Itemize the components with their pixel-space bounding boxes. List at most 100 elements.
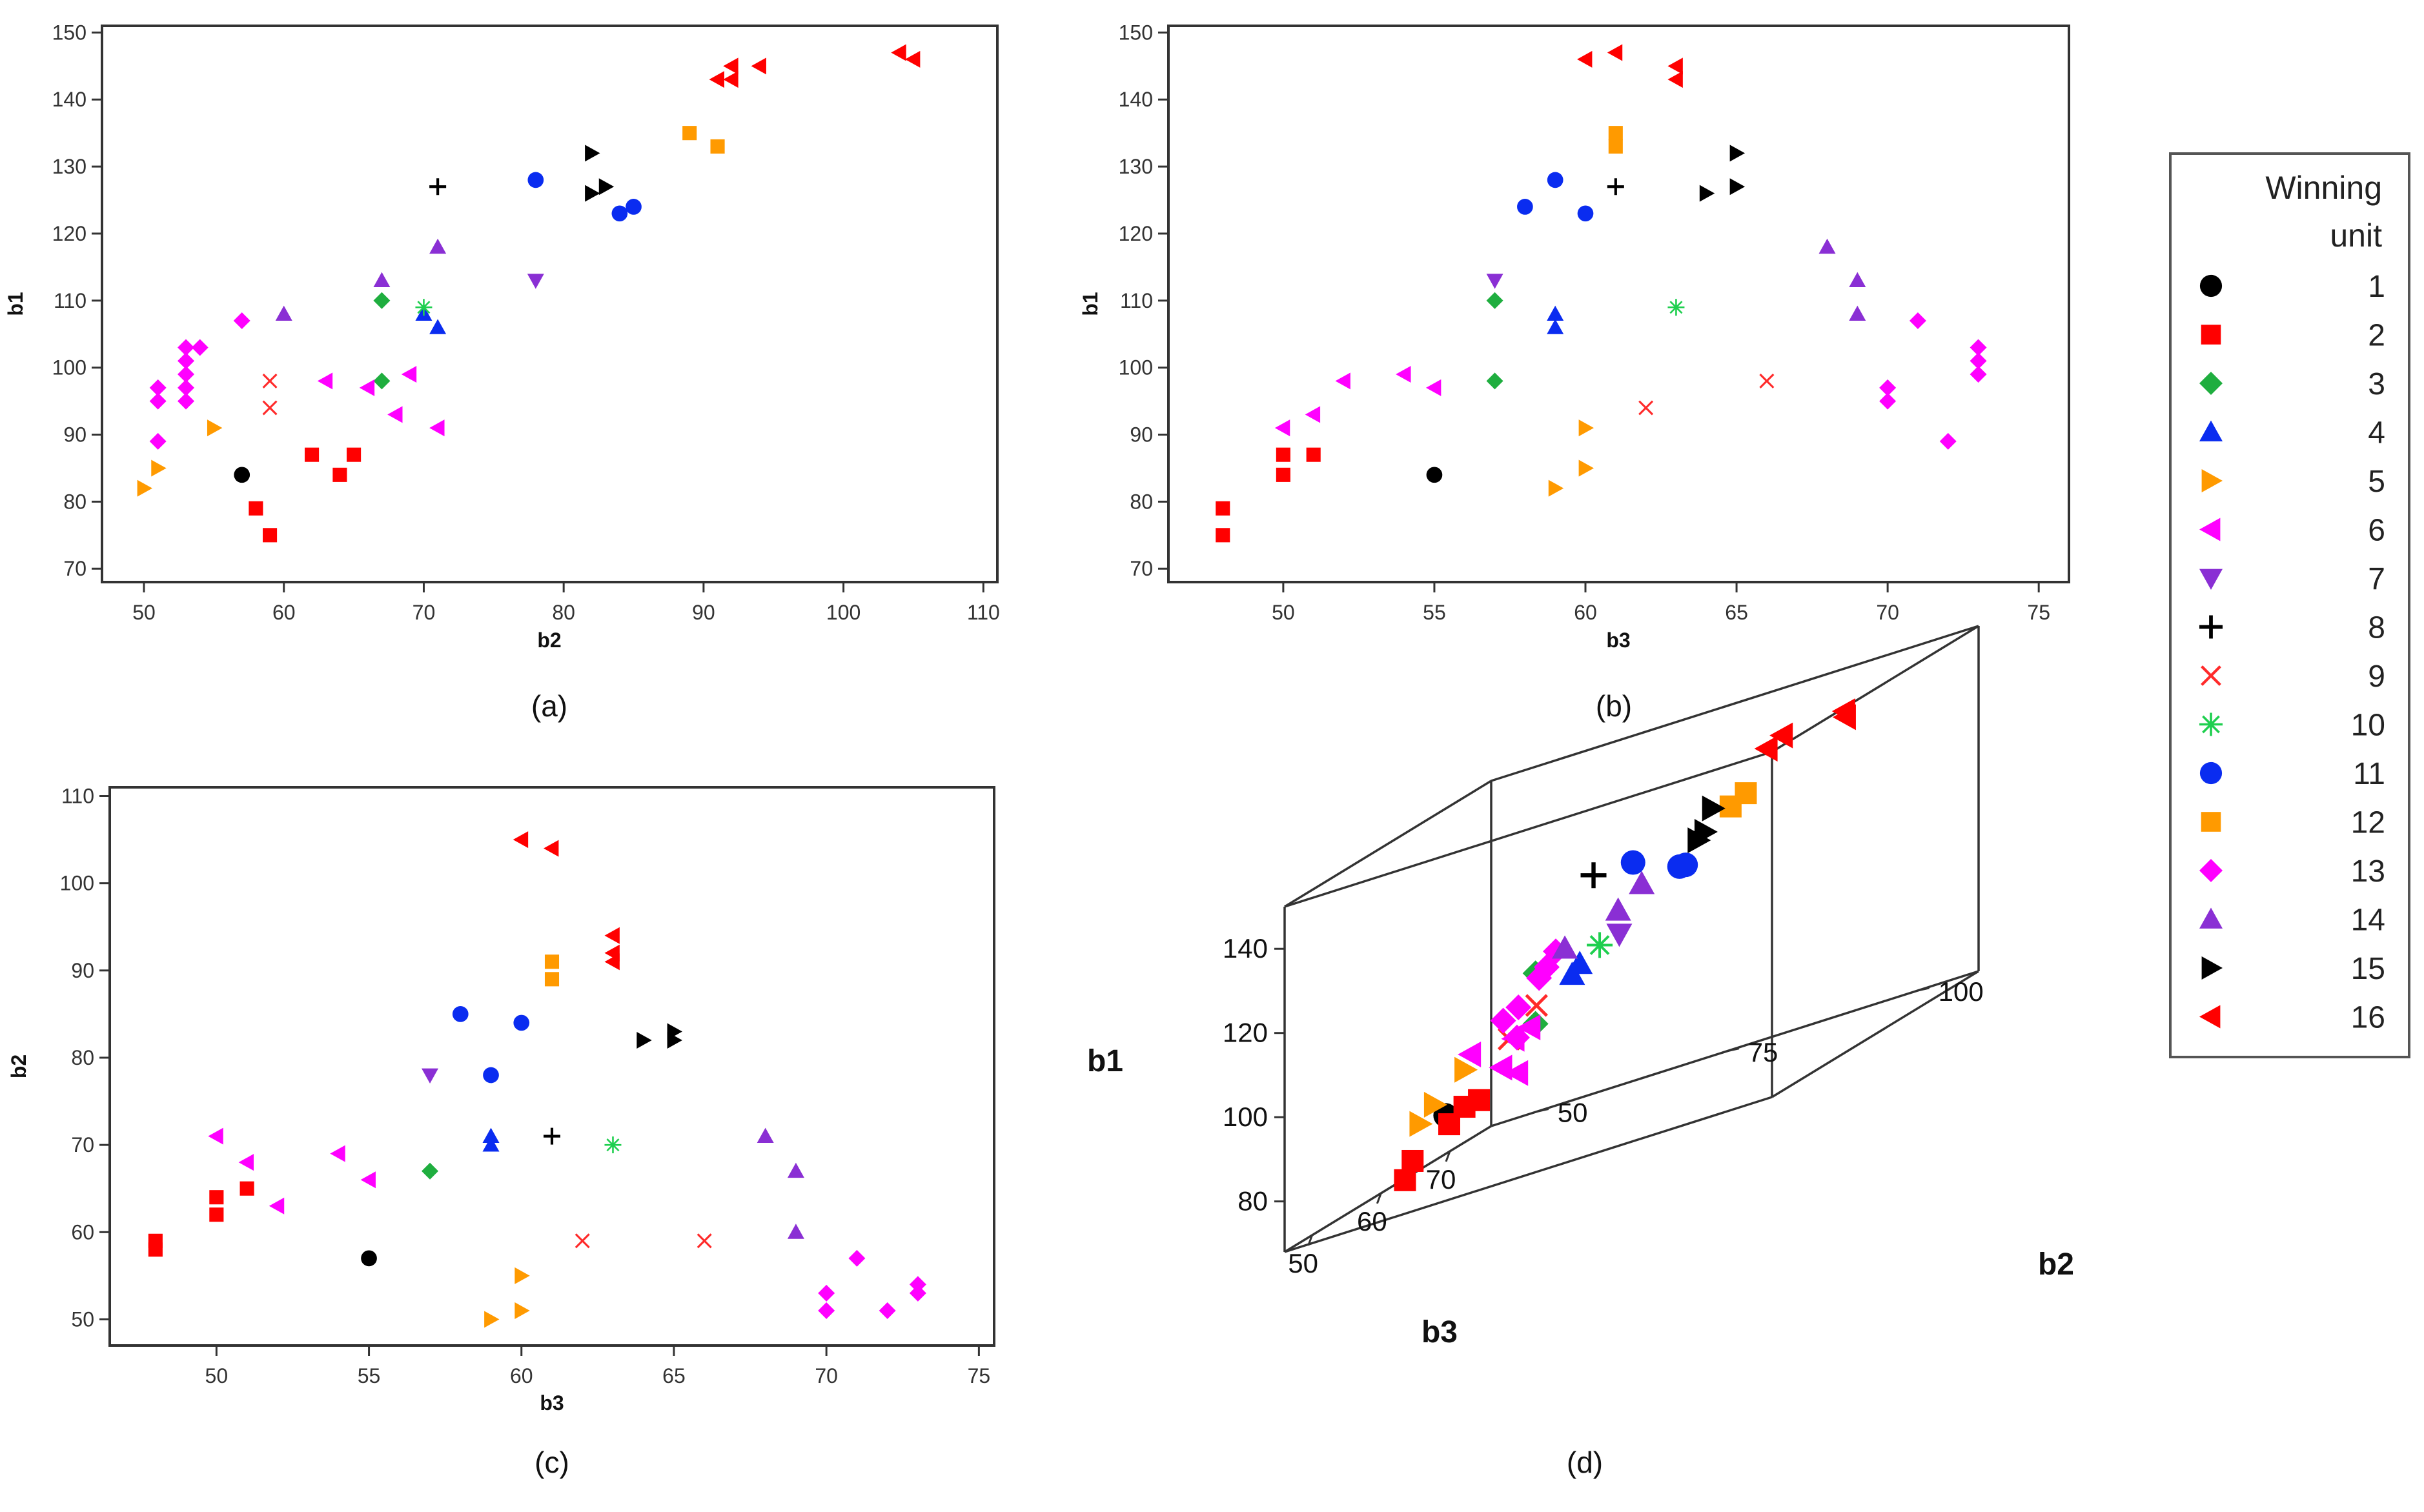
panel-a-scatter-b1-vs-b2: 50 60 70 80 90 100 110 70 80 90 100 110 120 130 140 150… — [4, 21, 1000, 723]
data-point-unit-7 — [422, 1068, 439, 1084]
x-tick-label: 110 — [967, 601, 1000, 624]
x-axis-label: b2 — [537, 629, 561, 652]
data-point-unit-6 — [1505, 1060, 1529, 1086]
data-point-unit-9 — [1638, 400, 1654, 416]
x-tick-label: 50 — [1272, 601, 1295, 624]
data-point-unit-5 — [514, 1302, 530, 1319]
data-point-unit-15 — [1729, 145, 1746, 162]
data-point-unit-11 — [513, 1014, 530, 1031]
data-point-unit-15 — [1694, 819, 1718, 845]
data-point-unit-3 — [373, 292, 391, 309]
y-tick-label: 120 — [52, 222, 87, 245]
data-point-unit-13 — [149, 379, 167, 396]
data-point-unit-3 — [373, 372, 391, 390]
data-point-unit-10 — [1587, 932, 1613, 958]
data-point-unit-5 — [514, 1267, 530, 1284]
plot-frame — [1167, 25, 2070, 583]
data-point-unit-16 — [1667, 57, 1683, 75]
legend-label-unit-16: 16 — [2351, 1001, 2385, 1035]
data-point-unit-4 — [482, 1136, 500, 1152]
data-point-unit-16 — [891, 44, 906, 61]
data-point-unit-11 — [626, 199, 642, 215]
legend-label-unit-12: 12 — [2351, 806, 2385, 840]
legend-label-unit-6: 6 — [2368, 514, 2385, 548]
data-point-unit-13 — [1909, 312, 1926, 329]
data-point-unit-6 — [359, 379, 375, 396]
data-point-unit-7 — [1486, 274, 1503, 289]
data-point-unit-13 — [818, 1284, 835, 1302]
legend-marker-unit-2 — [2201, 325, 2221, 345]
data-point-unit-13 — [1879, 392, 1897, 410]
data-point-unit-5 — [1578, 419, 1594, 437]
plot-frame — [101, 25, 999, 583]
x-tick-mark — [1445, 1151, 1451, 1162]
data-point-unit-8 — [544, 1127, 560, 1145]
data-point-unit-11 — [1620, 850, 1645, 875]
data-point-unit-13 — [1503, 1024, 1530, 1051]
x-tick-label: 75 — [2027, 601, 2050, 624]
y-tick-label: 150 — [1119, 21, 1153, 44]
data-point-unit-12 — [1719, 795, 1742, 818]
data-point-unit-13 — [1879, 379, 1897, 396]
y-tick-label: 100 — [1119, 356, 1153, 379]
x-tick-label: 60 — [272, 601, 296, 624]
data-point-unit-14 — [757, 1127, 774, 1144]
legend-marker-unit-7 — [2199, 569, 2223, 590]
data-point-unit-13 — [178, 352, 195, 370]
data-point-unit-11 — [1577, 205, 1594, 222]
y-tick-label: 70 — [71, 1133, 94, 1156]
y-tick-label: 90 — [63, 423, 87, 447]
box-edge — [1284, 751, 1773, 908]
data-point-unit-2 — [1276, 467, 1290, 482]
data-point-unit-11 — [1673, 852, 1698, 878]
data-point-unit-3 — [422, 1162, 439, 1180]
y-axis-label: b1 — [1079, 292, 1102, 316]
data-point-unit-14 — [1849, 272, 1866, 288]
data-point-unit-16 — [544, 840, 559, 857]
data-point-unit-14 — [373, 272, 391, 288]
x-tick-label: 70 — [1426, 1164, 1456, 1194]
data-point-unit-6 — [208, 1127, 223, 1145]
y-tick-label: 50 — [1558, 1098, 1588, 1128]
y-tick-label: 110 — [61, 785, 94, 808]
legend-label-unit-9: 9 — [2368, 660, 2385, 694]
data-point-unit-2 — [1468, 1089, 1491, 1111]
data-point-unit-14 — [787, 1224, 804, 1239]
data-point-unit-2 — [239, 1181, 254, 1196]
data-point-unit-15 — [598, 178, 615, 196]
box-edge — [1284, 1096, 1773, 1253]
data-point-unit-6 — [401, 366, 417, 383]
z-axis-label: b1 — [1087, 1044, 1123, 1078]
data-point-unit-13 — [149, 392, 167, 410]
data-point-unit-12 — [1608, 126, 1623, 141]
y-tick-label: 90 — [1130, 423, 1153, 447]
data-point-unit-2 — [249, 501, 263, 516]
legend-marker-unit-1 — [2199, 274, 2223, 297]
data-point-unit-6 — [1305, 406, 1321, 423]
data-point-unit-16 — [1831, 698, 1855, 725]
data-point-unit-13 — [1939, 432, 1957, 450]
z-tick-label: 80 — [1237, 1186, 1268, 1216]
data-point-unit-14 — [1552, 935, 1578, 959]
y-tick-label: 80 — [1130, 490, 1153, 513]
legend-marker-unit-10 — [2199, 712, 2223, 736]
data-point-unit-13 — [848, 1249, 866, 1267]
data-point-unit-12 — [710, 139, 725, 154]
data-point-unit-14 — [1818, 238, 1836, 254]
data-point-unit-9 — [262, 373, 278, 388]
x-tick-label: 75 — [968, 1364, 991, 1387]
legend-label-unit-1: 1 — [2368, 270, 2385, 304]
data-point-unit-16 — [723, 57, 738, 75]
data-point-unit-12 — [544, 954, 560, 969]
z-tick-label: 140 — [1223, 933, 1268, 963]
data-point-unit-15 — [667, 1031, 682, 1049]
data-point-unit-13 — [1526, 965, 1553, 991]
y-tick-label: 100 — [1939, 976, 1984, 1007]
legend-label-unit-8: 8 — [2368, 611, 2385, 645]
data-point-unit-3 — [1486, 372, 1503, 390]
data-point-unit-13 — [178, 379, 195, 396]
data-point-unit-6 — [1396, 366, 1411, 383]
data-point-unit-2 — [1216, 501, 1230, 516]
y-tick-mark — [1536, 1108, 1549, 1113]
